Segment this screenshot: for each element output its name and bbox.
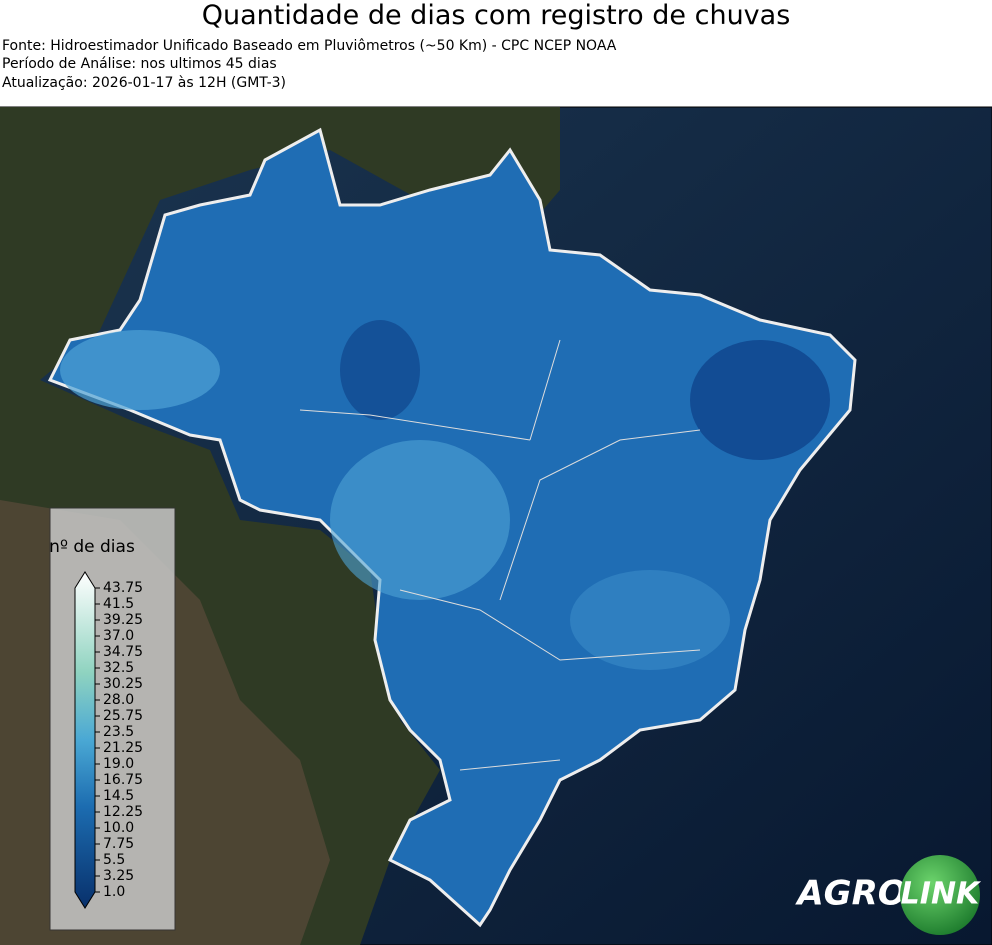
colorbar-label: 34.75 [103, 644, 143, 660]
legend-title: nº de dias [49, 537, 135, 557]
rain-zone [330, 440, 510, 600]
source-line: Fonte: Hidroestimador Unificado Baseado … [2, 38, 617, 54]
colorbar-label: 7.75 [103, 836, 134, 852]
logo-left: AGRO [794, 874, 906, 914]
colorbar-bar [74, 571, 96, 909]
period-line: Período de Análise: nos ultimos 45 dias [2, 56, 277, 72]
dry-zone [690, 340, 830, 460]
legend-box [49, 507, 176, 931]
colorbar-label: 43.75 [103, 580, 143, 596]
colorbar-label: 12.25 [103, 804, 143, 820]
colorbar-label: 25.75 [103, 708, 143, 724]
state-border [299, 339, 701, 771]
colorbar-label: 37.0 [103, 628, 134, 644]
colorbar-label: 39.25 [103, 612, 143, 628]
colorbar-label: 41.5 [103, 596, 134, 612]
rain-zone [60, 330, 220, 410]
colorbar-label: 30.25 [103, 676, 143, 692]
colorbar-label: 10.0 [103, 820, 134, 836]
colorbar-label: 28.0 [103, 692, 134, 708]
rain-zone [570, 570, 730, 670]
colorbar-label: 1.0 [103, 884, 125, 900]
logo-right: LINK [901, 877, 982, 912]
logo-circle [900, 855, 980, 935]
colorbar-label: 21.25 [103, 740, 143, 756]
colorbar-label: 32.5 [103, 660, 134, 676]
colorbar-label: 3.25 [103, 868, 134, 884]
colorbar-label: 5.5 [103, 852, 125, 868]
map-title: Quantidade de dias com registro de chuva… [201, 0, 791, 31]
colorbar-label: 14.5 [103, 788, 134, 804]
colorbar: 1.03.255.57.7510.012.2514.516.7519.021.2… [74, 571, 143, 909]
colorbar-label: 19.0 [103, 756, 134, 772]
colorbar-label: 16.75 [103, 772, 143, 788]
colorbar-label: 23.5 [103, 724, 134, 740]
dry-zone [340, 320, 420, 420]
update-line: Atualização: 2026-01-17 às 12H (GMT-3) [2, 75, 286, 91]
